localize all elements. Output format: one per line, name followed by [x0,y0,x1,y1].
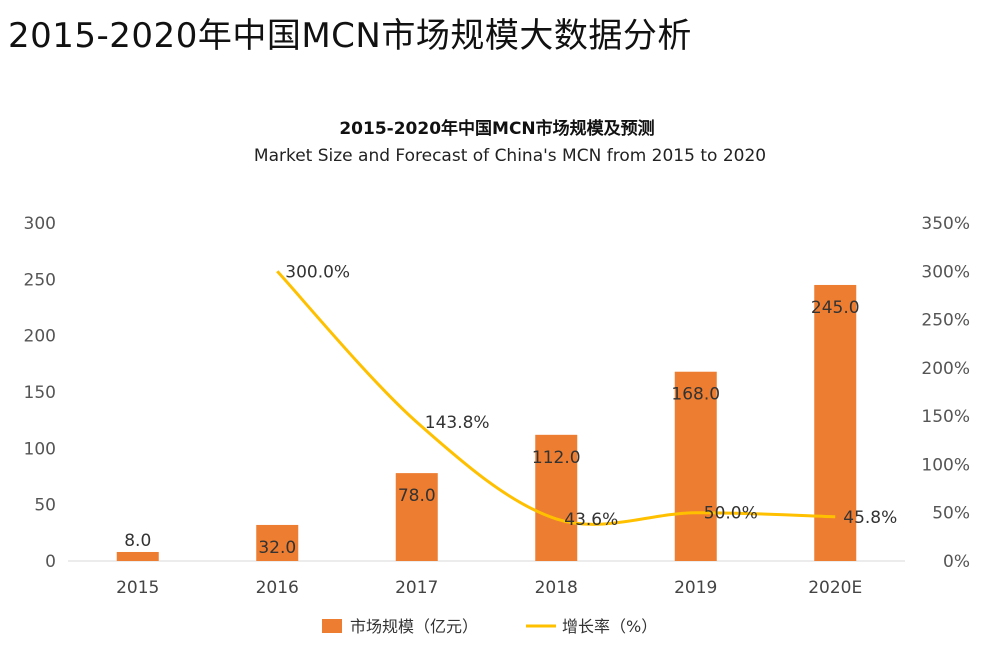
y-right-tick-label: 200% [921,359,970,379]
bar-2019 [674,371,717,561]
bar-2016 [256,524,299,561]
line-data-label: 45.8% [843,508,897,528]
x-tick-label: 2017 [395,578,438,598]
y-right-tick-label: 350% [921,214,970,234]
legend-bar-label: 市场规模（亿元） [350,617,478,636]
line-data-label: 50.0% [704,504,758,524]
y-left-tick-label: 100 [24,439,56,459]
page-title: 2015-2020年中国MCN市场规模大数据分析 [8,16,692,56]
y-left-tick-label: 250 [24,270,56,290]
bar-data-label: 168.0 [671,385,720,405]
y-right-tick-label: 250% [921,311,970,331]
y-right-tick-label: 150% [921,407,970,427]
growth-rate-line [276,270,836,526]
bar-2018 [535,434,578,561]
y-right-tick-label: 0% [943,552,970,572]
y-right-tick-label: 100% [921,455,970,475]
y-right-tick-label: 50% [932,504,970,524]
y-left-tick-label: 150 [24,383,56,403]
y-left-tick-label: 300 [24,214,56,234]
x-tick-label: 2019 [674,578,717,598]
bar-data-label: 32.0 [258,538,296,558]
legend-bar-swatch [322,619,342,633]
x-tick-label: 2015 [116,578,159,598]
bar-data-label: 78.0 [398,486,436,506]
x-tick-label: 2020E [808,578,862,598]
y-left-tick-label: 50 [34,496,56,516]
y-left-tick-label: 200 [24,327,56,347]
line-data-label: 143.8% [425,413,490,433]
bar-2015 [116,551,159,561]
x-tick-label: 2016 [256,578,299,598]
y-right-tick-label: 300% [921,262,970,282]
chart-title: 2015-2020年中国MCN市场规模及预测 [339,118,654,139]
line-data-label: 300.0% [285,262,350,282]
bar-data-label: 8.0 [124,531,151,551]
line-data-label: 43.6% [564,510,618,530]
legend-line-label: 增长率（%） [562,617,657,636]
bar-2017 [395,473,438,561]
bar-data-label: 245.0 [811,298,860,318]
bar-data-label: 112.0 [532,448,581,468]
chart-subtitle: Market Size and Forecast of China's MCN … [254,146,766,166]
x-tick-label: 2018 [535,578,578,598]
y-left-tick-label: 0 [45,552,56,572]
